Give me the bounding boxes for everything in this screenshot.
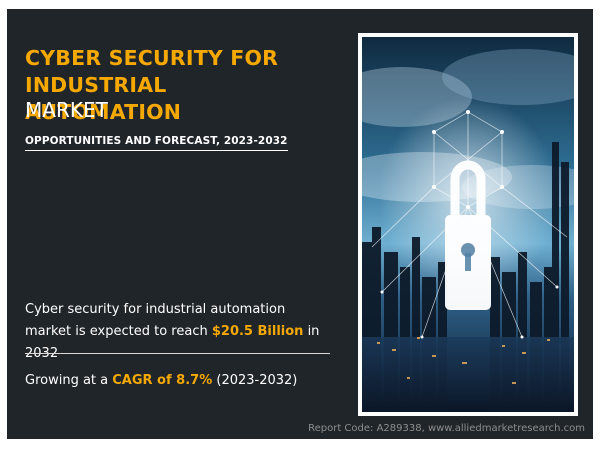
- market-size-value: $20.5 Billion: [211, 324, 304, 339]
- cagr-prefix: Growing at a: [25, 373, 113, 388]
- page-title-suffix: MARKET: [25, 98, 108, 122]
- padlock-city-image: [362, 37, 574, 412]
- market-size-statement: Cyber security for industrial automation…: [25, 299, 335, 365]
- report-code: Report Code: A289338, www.alliedmarketre…: [308, 423, 585, 434]
- divider: [25, 353, 330, 354]
- cagr-suffix: (2023-2032): [212, 373, 298, 388]
- cagr-statement: Growing at a CAGR of 8.7% (2023-2032): [25, 371, 335, 391]
- market-size-prefix: Cyber security for industrial automation…: [25, 302, 286, 339]
- page-title: CYBER SECURITY FOR INDUSTRIAL AUTOMATION: [25, 46, 279, 124]
- cagr-value: CAGR of 8.7%: [112, 373, 213, 388]
- page-subtitle: OPPORTUNITIES AND FORECAST, 2023-2032: [25, 135, 288, 151]
